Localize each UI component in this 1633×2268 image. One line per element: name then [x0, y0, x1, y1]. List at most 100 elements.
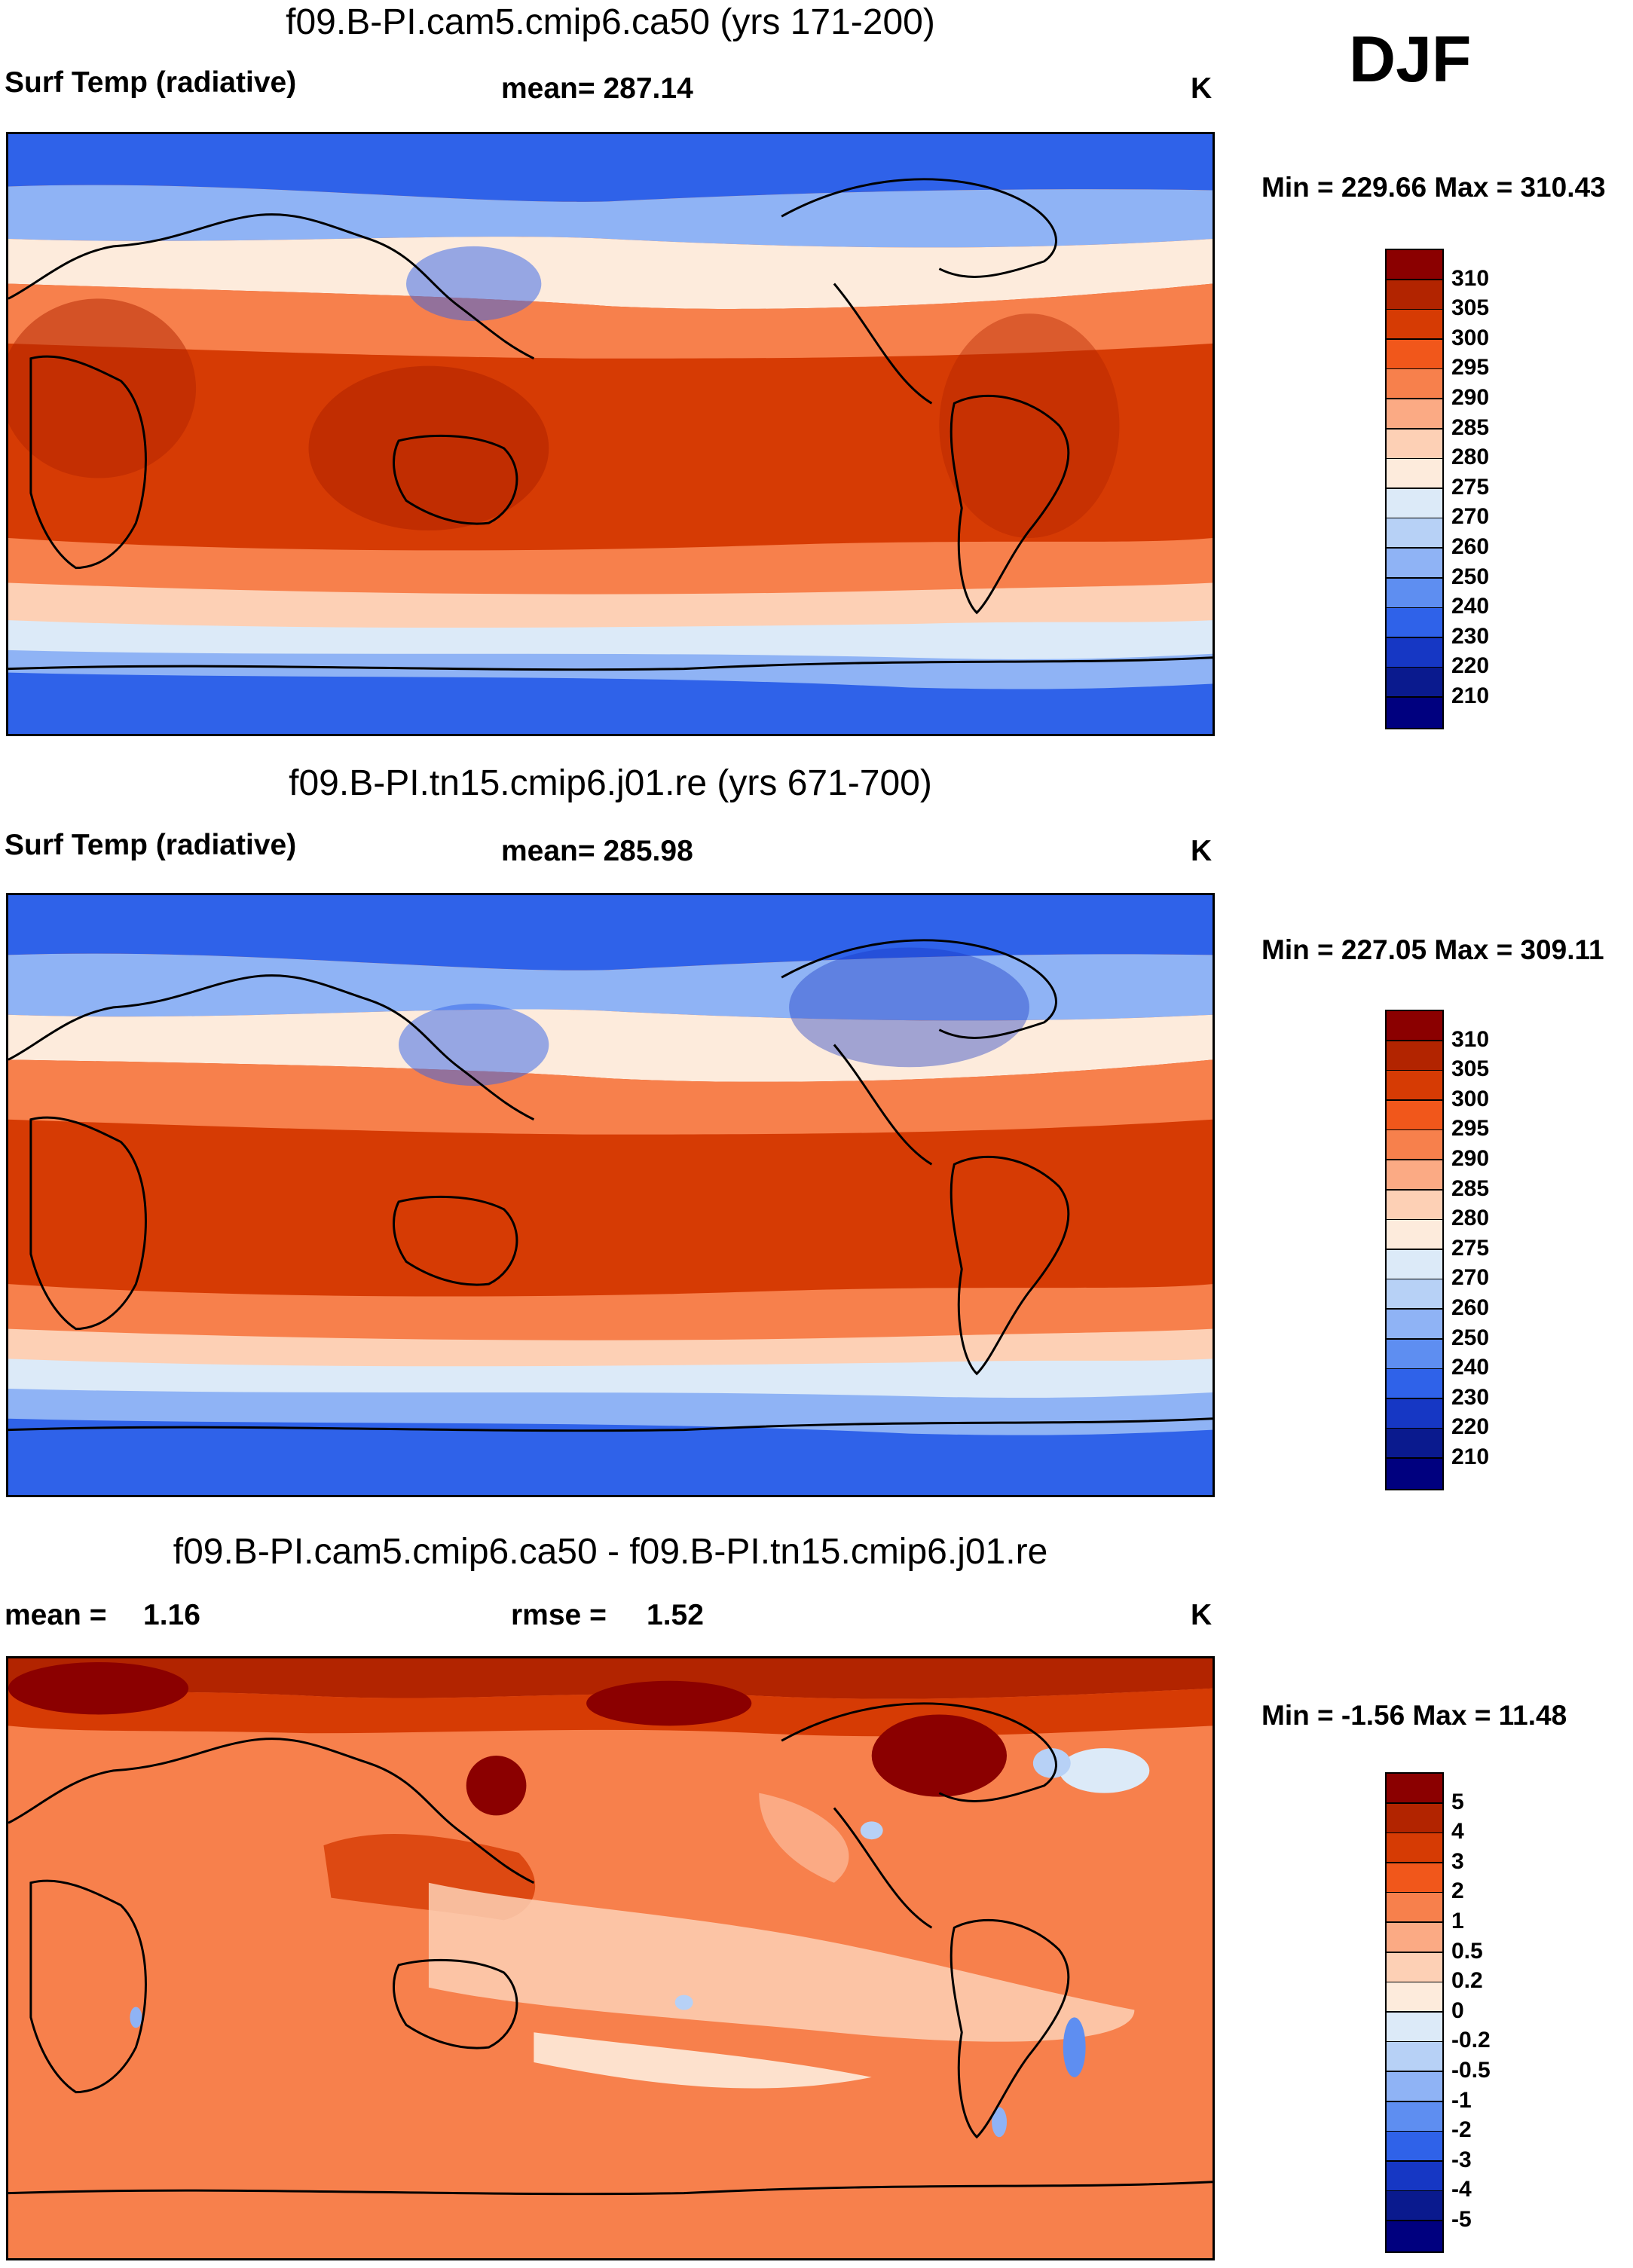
panel-diff-colorbar-swatch	[1387, 2161, 1442, 2192]
panel-top-variable: Surf Temp (radiative)	[5, 66, 297, 99]
panel-middle-colorbar-swatch	[1387, 1249, 1442, 1280]
panel-diff-colorbar-label: -0.2	[1451, 2028, 1491, 2053]
panel-middle-colorbar-swatch	[1387, 1041, 1442, 1071]
panel-middle-colorbar-label: 240	[1451, 1355, 1490, 1380]
panel-middle-colorbar-swatch	[1387, 1310, 1442, 1340]
panel-middle-colorbar-label: 310	[1451, 1026, 1490, 1052]
panel-middle-colorbar-swatch	[1387, 1160, 1442, 1191]
panel-top-colorbar-label: 305	[1451, 295, 1490, 321]
panel-middle-colorbar-swatch	[1387, 1369, 1442, 1400]
panel-middle-map	[6, 893, 1215, 1497]
panel-top-map	[6, 132, 1215, 736]
panel-top-colorbar-swatch	[1387, 429, 1442, 460]
panel-top-colorbar-label: 210	[1451, 683, 1490, 708]
panel-middle-colorbar-label: 300	[1451, 1086, 1490, 1111]
panel-middle-colorbar-swatch	[1387, 1220, 1442, 1251]
panel-middle-colorbar-swatch	[1387, 1459, 1442, 1490]
panel-diff-colorbar-swatch	[1387, 1893, 1442, 1924]
panel-diff-colorbar-boxes	[1385, 1772, 1444, 2253]
panel-diff-colorbar-swatch	[1387, 1774, 1442, 1805]
panel-middle-colorbar-swatch	[1387, 1100, 1442, 1131]
panel-middle-colorbar-swatch	[1387, 1398, 1442, 1429]
panel-top-colorbar-swatch	[1387, 399, 1442, 430]
panel-middle-colorbar-label: 305	[1451, 1056, 1490, 1082]
panel-top-colorbar-swatch	[1387, 250, 1442, 281]
panel-middle-colorbar-label: 275	[1451, 1235, 1490, 1261]
season-label: DJF	[1349, 23, 1472, 96]
panel-middle-colorbar-label: 290	[1451, 1146, 1490, 1171]
panel-top-colorbar-swatch	[1387, 518, 1442, 549]
panel-middle-colorbar-label: 260	[1451, 1295, 1490, 1320]
panel-diff-colorbar-label: -0.5	[1451, 2058, 1491, 2083]
panel-middle-mean: mean= 285.98	[501, 835, 693, 867]
panel-top-colorbar-swatch	[1387, 549, 1442, 579]
panel-diff-colorbar-swatch	[1387, 1982, 1442, 2013]
panel-middle-colorbar-label: 220	[1451, 1414, 1490, 1440]
panel-top-colorbar-label: 250	[1451, 564, 1490, 589]
panel-diff-colorbar-swatch	[1387, 1923, 1442, 1954]
panel-top-colorbar-swatch	[1387, 637, 1442, 668]
panel-diff-colorbar-label: -1	[1451, 2087, 1472, 2113]
panel-diff-minmax: Min = -1.56 Max = 11.48	[1261, 1700, 1567, 1731]
panel-middle-colorbar-label: 295	[1451, 1116, 1490, 1142]
panel-diff-rmse-label: rmse =	[511, 1599, 607, 1631]
panel-top-colorbar-swatch	[1387, 369, 1442, 400]
panel-diff-colorbar-swatch	[1387, 2191, 1442, 2222]
panel-diff-units: K	[1191, 1599, 1213, 1631]
panel-diff-colorbar-swatch	[1387, 1952, 1442, 1983]
panel-top-colorbar-swatch	[1387, 608, 1442, 639]
panel-diff-map	[6, 1656, 1215, 2260]
panel-diff-colorbar-swatch	[1387, 1833, 1442, 1864]
panel-middle-colorbar-swatch	[1387, 1130, 1442, 1161]
panel-top-mean: mean= 287.14	[501, 72, 693, 105]
panel-diff-colorbar-label: 0	[1451, 1997, 1464, 2023]
panel-diff-colorbar-label: 3	[1451, 1848, 1464, 1874]
panel-middle-colorbar-label: 280	[1451, 1206, 1490, 1231]
panel-diff-colorbar-label: 2	[1451, 1878, 1464, 1904]
panel-top-colorbar-label: 230	[1451, 623, 1490, 649]
panel-middle-colorbar-label: 285	[1451, 1175, 1490, 1201]
panel-diff-colorbar-swatch	[1387, 2012, 1442, 2043]
panel-top-minmax: Min = 229.66 Max = 310.43	[1261, 172, 1606, 203]
panel-diff-colorbar-label: 1	[1451, 1909, 1464, 1933]
panel-middle-colorbar-swatch	[1387, 1339, 1442, 1370]
panel-top-colorbar-swatch	[1387, 339, 1442, 370]
panel-middle-minmax: Min = 227.05 Max = 309.11	[1261, 934, 1604, 965]
panel-diff-colorbar-swatch	[1387, 2132, 1442, 2163]
panel-diff-colorbar-swatch	[1387, 2221, 1442, 2252]
panel-middle-units: K	[1191, 835, 1213, 867]
panel-top-colorbar-swatch	[1387, 459, 1442, 490]
panel-diff-colorbar-label: 5	[1451, 1789, 1464, 1814]
panel-diff-colorbar-label: -5	[1451, 2207, 1472, 2232]
panel-top-colorbar-boxes	[1385, 249, 1444, 729]
panel-middle-variable: Surf Temp (radiative)	[5, 829, 297, 861]
panel-top-colorbar-label: 270	[1451, 504, 1490, 530]
panel-diff-colorbar-label: -2	[1451, 2117, 1472, 2143]
panel-diff-rmse-value: 1.52	[647, 1599, 704, 1631]
panel-diff-colorbar-swatch	[1387, 1863, 1442, 1894]
panel-diff-mean-value: 1.16	[143, 1599, 200, 1631]
panel-top-units: K	[1191, 72, 1213, 105]
panel-top-colorbar-swatch	[1387, 310, 1442, 341]
panel-top-colorbar-label: 240	[1451, 594, 1490, 619]
panel-top-colorbar-label: 280	[1451, 445, 1490, 470]
panel-top-colorbar-label: 295	[1451, 355, 1490, 381]
panel-top-colorbar-swatch	[1387, 488, 1442, 519]
panel-top-colorbar-label: 220	[1451, 653, 1490, 679]
panel-middle-colorbar-label: 250	[1451, 1325, 1490, 1350]
panel-top-colorbar-label: 300	[1451, 325, 1490, 350]
panel-top-colorbar-swatch	[1387, 698, 1442, 729]
panel-top-title: f09.B-PI.cam5.cmip6.ca50 (yrs 171-200)	[286, 2, 935, 42]
panel-middle-colorbar-swatch	[1387, 1429, 1442, 1460]
panel-diff-colorbar-swatch	[1387, 1803, 1442, 1834]
panel-top-colorbar-label: 275	[1451, 474, 1490, 500]
panel-top-colorbar-swatch	[1387, 668, 1442, 698]
panel-diff-colorbar-label: 0.2	[1451, 1968, 1483, 1994]
panel-diff-colorbar-label: -4	[1451, 2177, 1472, 2202]
panel-diff-mean-label: mean =	[5, 1599, 107, 1631]
panel-top-colorbar-label: 260	[1451, 534, 1490, 559]
panel-top-colorbar-label: 290	[1451, 385, 1490, 410]
panel-top-colorbar-label: 285	[1451, 414, 1490, 440]
panel-diff-colorbar-swatch	[1387, 2072, 1442, 2103]
panel-diff-colorbar-swatch	[1387, 2042, 1442, 2073]
